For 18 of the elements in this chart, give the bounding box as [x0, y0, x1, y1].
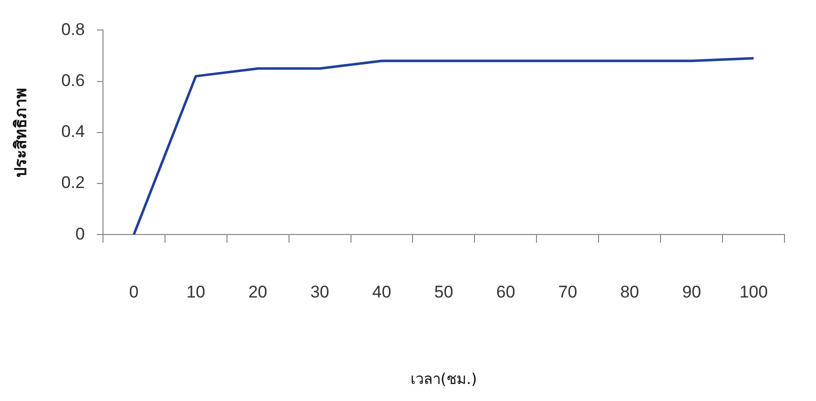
x-tick-label: 100 — [739, 282, 768, 302]
y-tick-label: 0.2 — [61, 173, 85, 192]
x-tick-label: 50 — [434, 282, 454, 302]
x-tick-label: 20 — [248, 282, 268, 302]
y-tick-label: 0.4 — [61, 122, 85, 142]
y-tick-label: 0 — [75, 224, 85, 244]
x-tick-label: 10 — [186, 282, 206, 302]
x-tick-label: 40 — [372, 282, 392, 302]
x-axis-title: เวลา(ชม.) — [410, 370, 477, 388]
y-axis-title: ประสิทธิภาพ — [10, 87, 30, 178]
x-tick-label: 90 — [682, 282, 702, 302]
y-tick-label: 0.8 — [61, 20, 85, 39]
x-tick-label: 80 — [620, 282, 640, 302]
x-tick-label: 60 — [496, 282, 516, 302]
y-tick-label: 0.6 — [61, 70, 85, 90]
x-tick-label: 70 — [558, 282, 578, 302]
x-tick-label: 0 — [129, 282, 139, 302]
x-tick-label: 30 — [310, 282, 330, 302]
